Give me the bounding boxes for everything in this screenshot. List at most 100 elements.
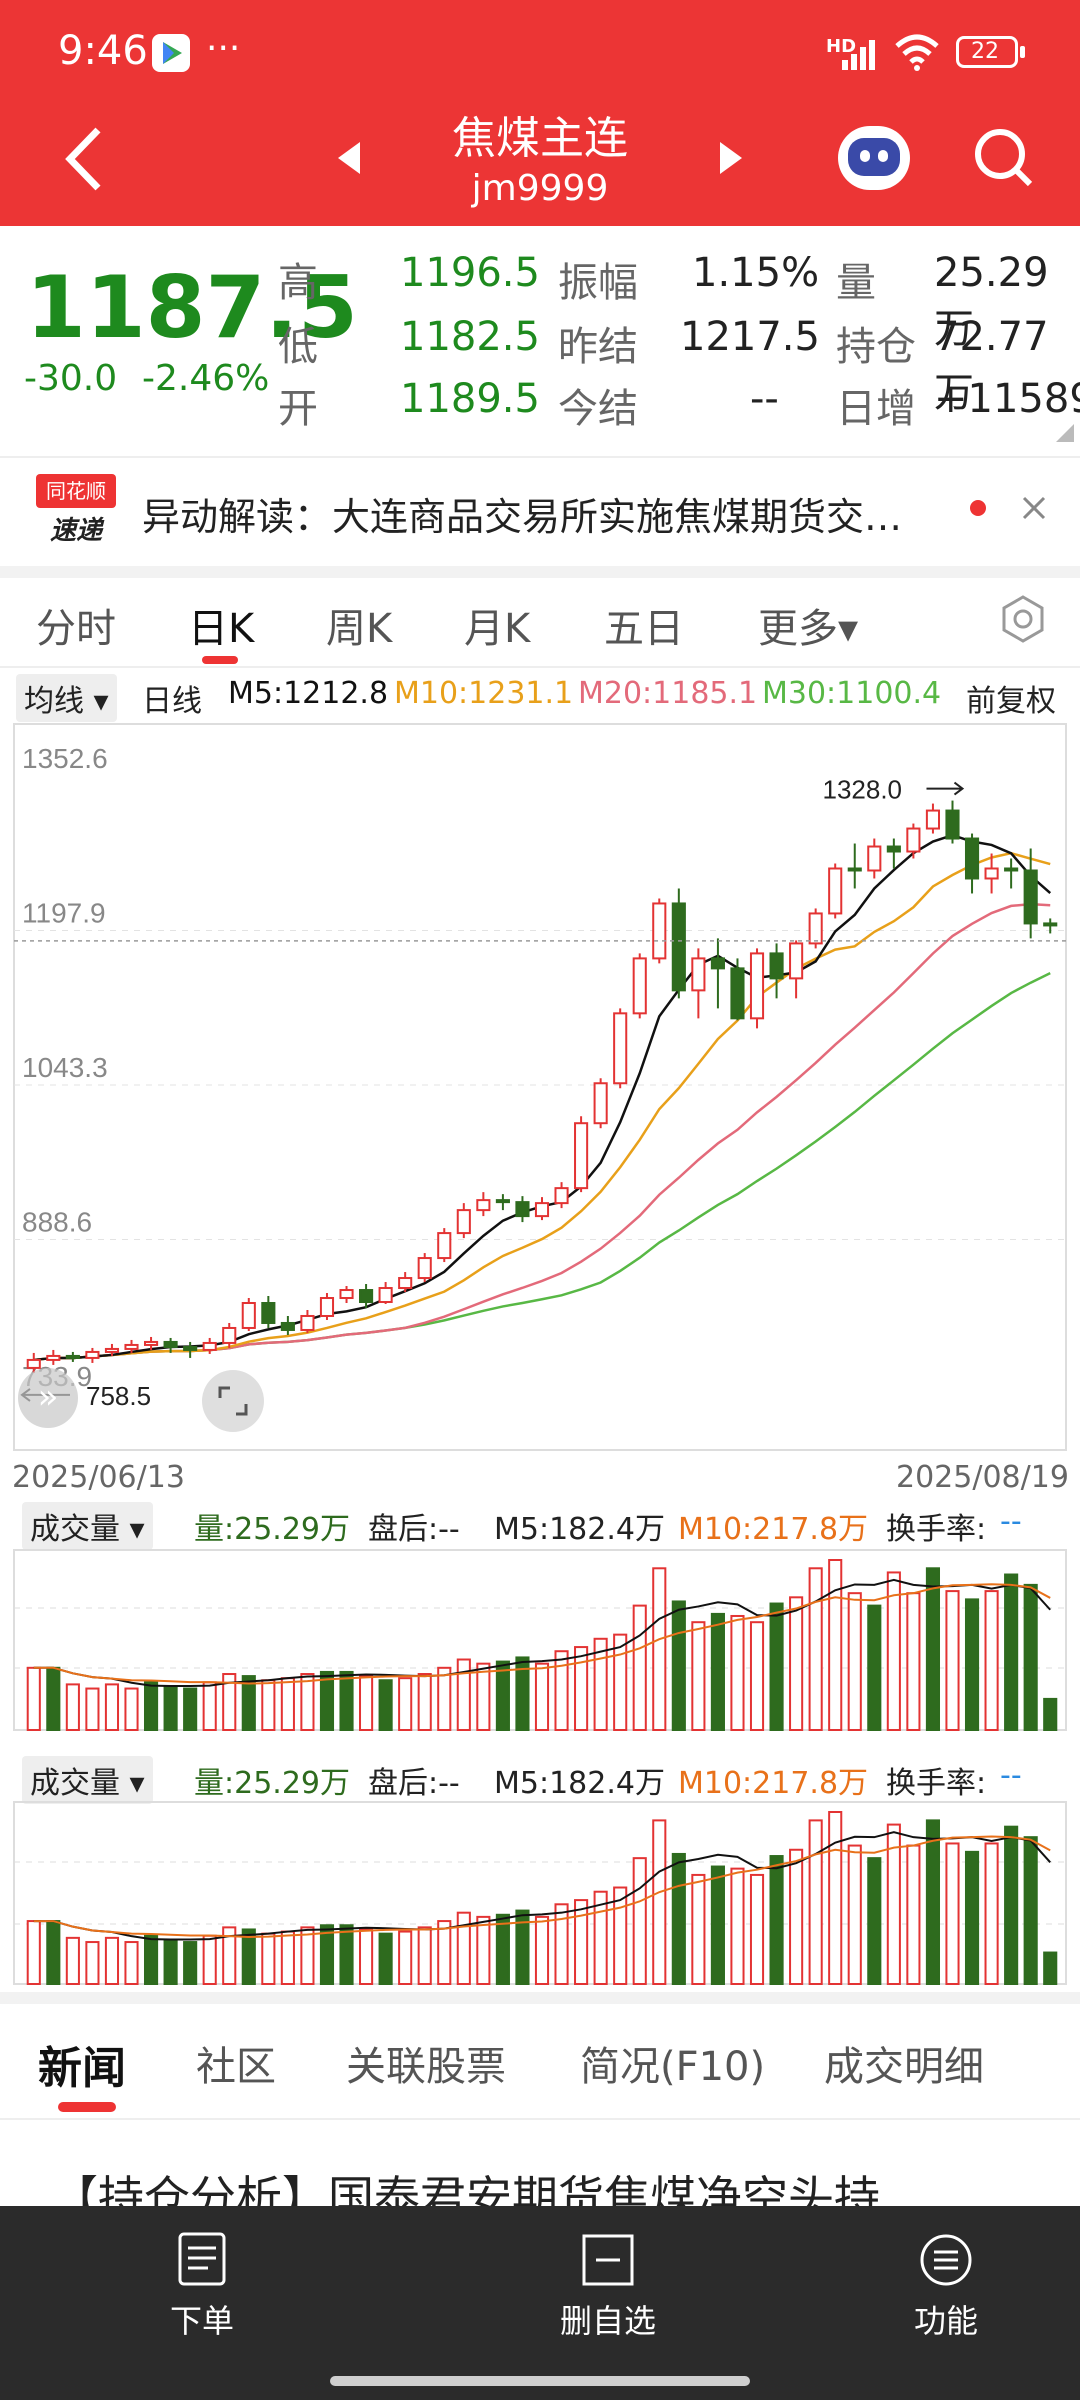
tab-more[interactable]: 更多▾ [758, 606, 859, 652]
volume-bar [456, 1658, 471, 1731]
order-button[interactable]: 下单 [122, 2228, 282, 2342]
candle-body [534, 1202, 550, 1218]
candle-body [593, 1082, 608, 1125]
candle-body [554, 1187, 569, 1205]
tab-monthly-k[interactable]: 月K [464, 606, 531, 652]
tab-related-stocks[interactable]: 关联股票 [346, 2044, 506, 2090]
volume-select-dropdown[interactable]: 成交量 ▾ [22, 1756, 153, 1804]
tab-community[interactable]: 社区 [196, 2044, 276, 2090]
back-icon[interactable] [62, 124, 106, 194]
remove-watchlist-icon [582, 2234, 634, 2286]
expand-left-icon[interactable]: » [18, 1368, 78, 1428]
volume-chart-2[interactable] [0, 1800, 1080, 1986]
candle [574, 1116, 589, 1193]
section-gap [0, 566, 1080, 578]
candle [847, 843, 862, 889]
volume-ma10-line [33, 1835, 1051, 1939]
search-icon[interactable] [970, 124, 1036, 194]
tab-weekly-k[interactable]: 周K [326, 606, 393, 652]
volume-select-dropdown[interactable]: 成交量 ▾ [22, 1502, 153, 1550]
volume-chart-1[interactable] [0, 1548, 1080, 1732]
volume-m5-value: M5:182.4万 [494, 1766, 665, 1801]
volume-bar [789, 1848, 804, 1985]
volume-bar [85, 1941, 100, 1985]
daily-increase-label: 日增 [836, 386, 916, 432]
next-contract-icon[interactable] [718, 138, 746, 178]
volume-bar [476, 1915, 491, 1985]
candle [319, 1293, 335, 1320]
candle [534, 1197, 550, 1221]
tab-trade-details[interactable]: 成交明细 [824, 2044, 984, 2090]
price-change: -30.0 [24, 358, 118, 399]
divider [0, 2118, 1080, 2120]
candle-body [339, 1289, 354, 1300]
volume-bar [828, 1811, 843, 1985]
volume-bar [124, 1687, 139, 1732]
candle [515, 1196, 530, 1223]
volume-bar [652, 1819, 667, 1985]
functions-button[interactable]: 功能 [866, 2228, 1026, 2342]
tab-five-day[interactable]: 五日 [604, 606, 684, 652]
volume-bar [495, 1913, 510, 1985]
candle-body [104, 1347, 120, 1353]
candle-body [906, 827, 921, 853]
volume-bar [945, 1842, 960, 1986]
volume-bar [554, 1650, 569, 1731]
volume-bar [691, 1873, 706, 1985]
expand-corner-icon[interactable] [1056, 424, 1074, 442]
battery-icon: 22 [956, 36, 1018, 68]
tab-intraday[interactable]: 分时 [36, 606, 116, 652]
tab-daily-k[interactable]: 日K [188, 606, 255, 652]
candle-body [456, 1209, 471, 1235]
volume-bar [593, 1637, 608, 1731]
volume-bar [476, 1662, 491, 1731]
volume-bar [984, 1590, 999, 1731]
candle-body [925, 809, 941, 830]
volume-bar [183, 1941, 198, 1985]
volume-bar [85, 1687, 100, 1732]
volume-bar [847, 1844, 862, 1985]
candle-body [984, 867, 999, 880]
volume-bar [574, 1646, 589, 1731]
candle [691, 948, 706, 1019]
candle [925, 803, 941, 834]
volume-bar [886, 1571, 901, 1731]
volume-m10-value: M10:217.8万 [678, 1766, 869, 1801]
open-label: 开 [278, 386, 318, 432]
tab-f10-overview[interactable]: 简况(F10) [580, 2044, 766, 2090]
tab-news[interactable]: 新闻 [38, 2043, 126, 2094]
volume-bar [222, 1926, 237, 1985]
volume-bar [808, 1819, 823, 1985]
volume-bar [632, 1604, 647, 1731]
status-bar: 9:46 ··· HD 22 [0, 0, 1080, 110]
fullscreen-icon[interactable] [202, 1370, 264, 1432]
settings-icon[interactable] [998, 594, 1048, 644]
close-icon[interactable] [1020, 494, 1048, 522]
volume-bar [202, 1681, 217, 1732]
robot-assistant-icon[interactable] [838, 126, 910, 190]
candle [886, 838, 901, 869]
volume-bar [339, 1924, 354, 1986]
max-price-label: 1328.0 [822, 775, 902, 805]
volume-bar [143, 1681, 159, 1732]
candle-body [652, 902, 667, 960]
remove-watchlist-button[interactable]: 删自选 [528, 2228, 688, 2342]
volume-label: 量 [836, 260, 876, 306]
volume-bar [886, 1823, 901, 1985]
ma-select-dropdown[interactable]: 均线 ▾ [16, 674, 117, 722]
volume-bar [437, 1666, 452, 1731]
prev-contract-icon[interactable] [334, 138, 362, 178]
active-tab-indicator [202, 656, 238, 664]
candle-body [495, 1199, 510, 1204]
high-value: 1196.5 [400, 250, 540, 296]
candle-body [65, 1354, 80, 1359]
chart-start-date: 2025/06/13 [12, 1460, 185, 1495]
volume-bar [652, 1567, 667, 1732]
hd-label: HD [826, 36, 857, 57]
candle [26, 1352, 41, 1373]
news-banner[interactable]: 同花顺 速递 异动解读：大连商品交易所实施焦煤期货交… [0, 458, 1080, 566]
open-interest-label: 持仓 [836, 324, 916, 370]
price-adjust-label[interactable]: 前复权 [966, 684, 1056, 719]
turnover-label: 换手率: [886, 1512, 987, 1547]
